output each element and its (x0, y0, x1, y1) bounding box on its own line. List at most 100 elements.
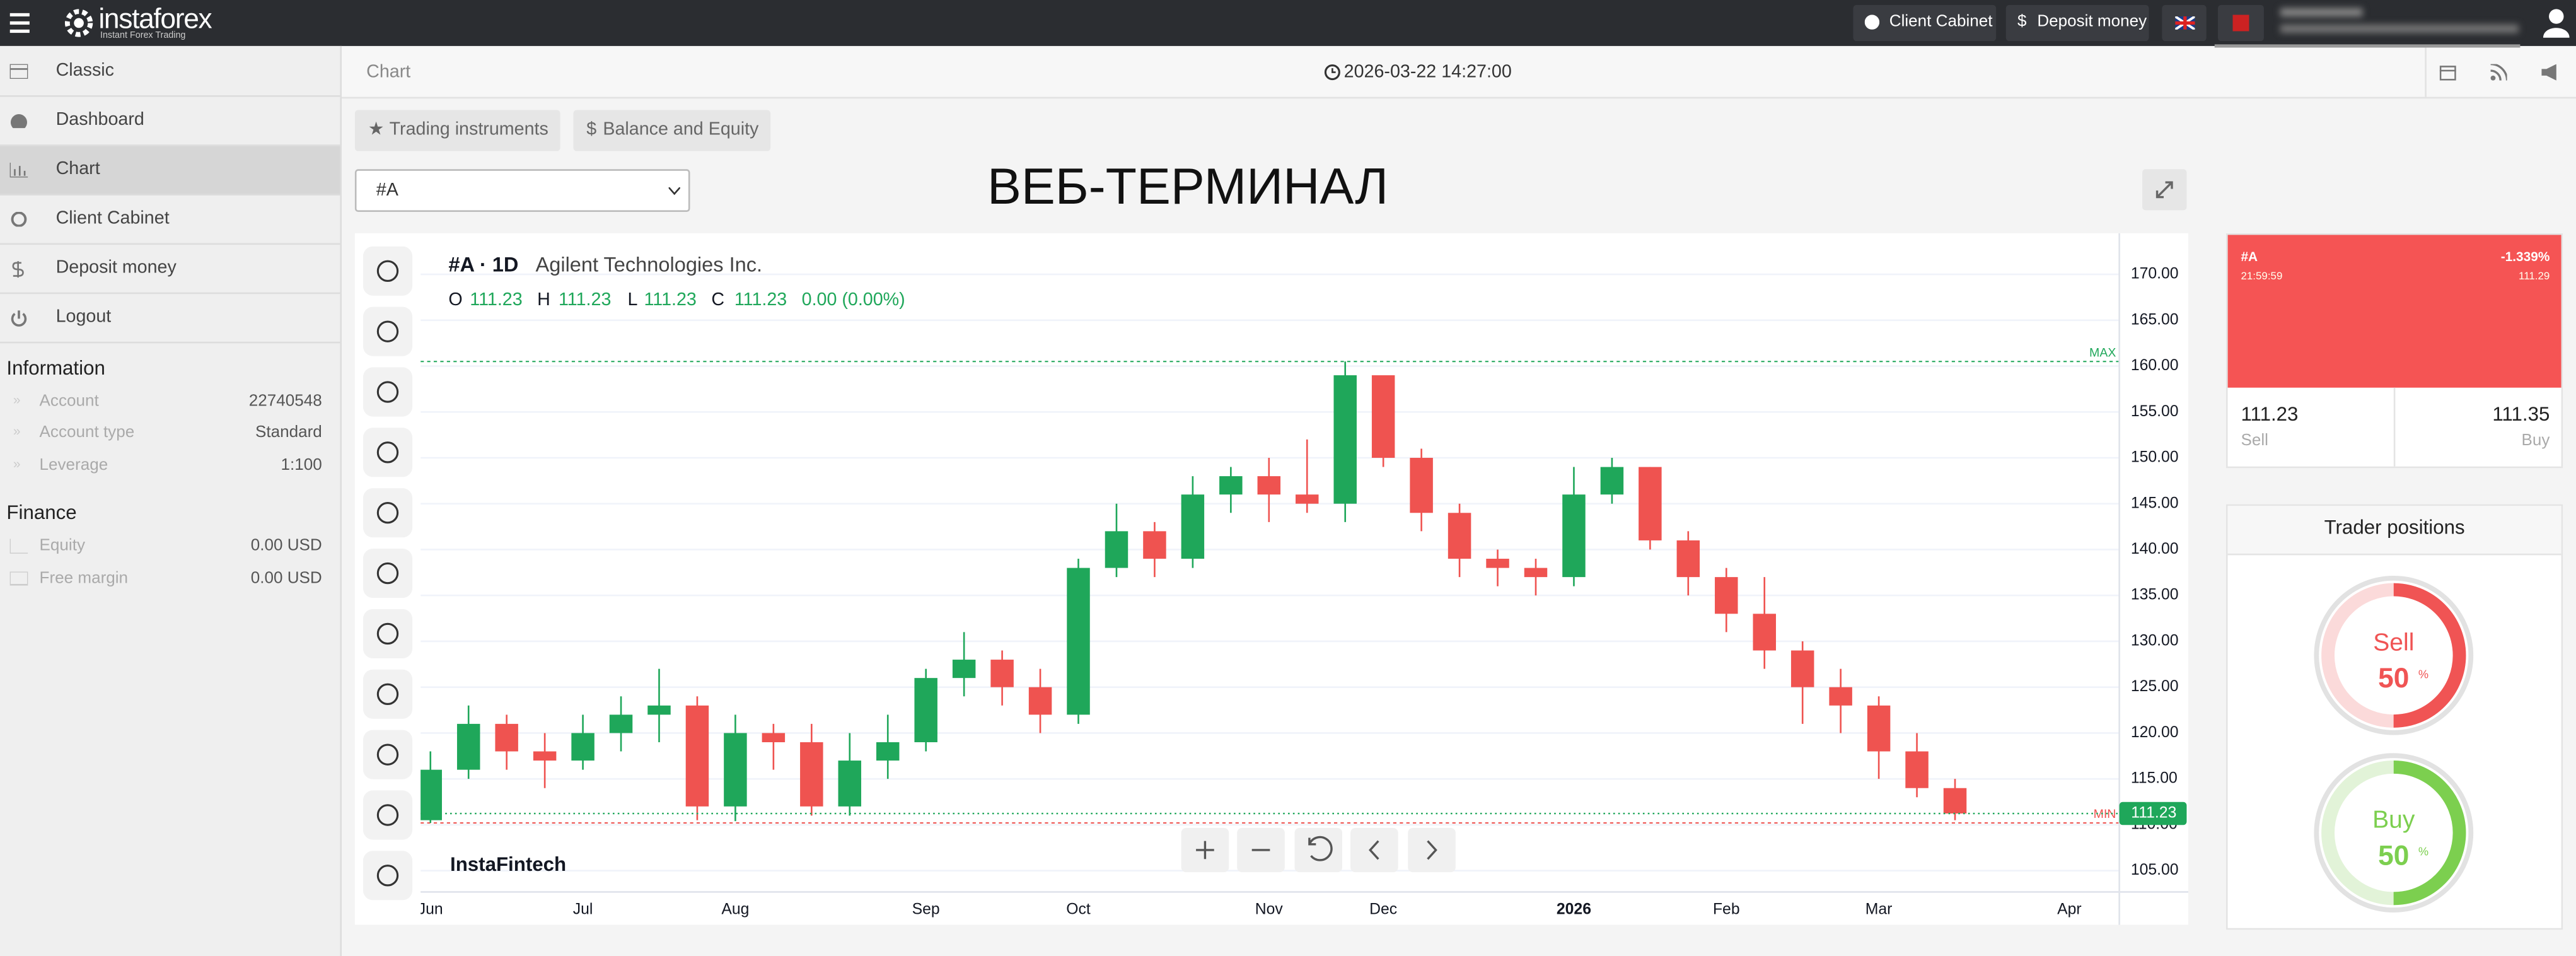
fullscreen-button[interactable] (2142, 169, 2187, 211)
buy-price: 111.35 (2492, 402, 2550, 426)
tool-button[interactable] (363, 669, 413, 719)
x-tick-label: Jun (418, 901, 443, 918)
quote-card[interactable]: #A -1.339% 21:59:59 111.29 111.23 Sell 1… (2225, 233, 2563, 469)
rss-icon[interactable] (2490, 64, 2507, 81)
tool-button[interactable] (363, 428, 413, 477)
candle-body (1371, 375, 1395, 458)
candle-body (1067, 568, 1090, 715)
calendar-icon[interactable] (2439, 64, 2456, 81)
candle-body (1181, 494, 1205, 559)
x-tick-label: Oct (1066, 901, 1091, 918)
candle-body (1715, 577, 1738, 614)
x-tick-label: Jul (573, 901, 593, 918)
y-tick-label: 130.00 (2131, 632, 2179, 649)
quote-header (2227, 235, 2561, 388)
tool-button[interactable] (363, 246, 413, 296)
tool-button[interactable] (363, 730, 413, 779)
candle-body (1905, 751, 1929, 788)
button-label: Deposit money (2037, 13, 2147, 32)
menu-item[interactable]: Classic (0, 48, 340, 97)
client-cabinet-button[interactable]: Client Cabinet (1853, 4, 1997, 42)
tool-icon (376, 441, 399, 463)
quote-change: -1.339% (2500, 249, 2550, 265)
y-tick-label: 120.00 (2131, 724, 2179, 741)
tab-label: Balance and Equity (603, 120, 759, 140)
y-tick-label: 155.00 (2131, 403, 2179, 420)
notification-button[interactable] (2217, 4, 2264, 42)
candle-body (1143, 531, 1166, 559)
gauge-label: Buy (2372, 807, 2415, 834)
finance-value: 0.00 USD (250, 537, 322, 556)
ohlc-value: 111.23 (559, 289, 611, 310)
candle-body (1790, 650, 1814, 687)
reset-button[interactable] (1294, 827, 1343, 873)
brand-sub: Instant Forex Trading (100, 31, 186, 42)
y-tick-label: 115.00 (2131, 770, 2178, 787)
chart-symbol: #A · 1D (448, 254, 518, 276)
deposit-button[interactable]: $ Deposit money (2005, 4, 2149, 42)
quote-time: 21:59:59 (2241, 271, 2283, 283)
menu-label: Client Cabinet (55, 208, 170, 229)
scroll-right-button[interactable] (1408, 827, 1456, 873)
menu-item[interactable]: Client Cabinet (0, 195, 340, 245)
announce-icon[interactable] (2541, 64, 2560, 81)
menu-toggle[interactable] (9, 11, 30, 34)
y-tick-label: 160.00 (2131, 357, 2179, 374)
clock-icon (1324, 64, 1340, 81)
tool-button[interactable] (363, 367, 413, 417)
tool-button[interactable] (363, 609, 413, 659)
info-key: Account (39, 392, 99, 411)
language-button[interactable] (2162, 4, 2207, 42)
gauge-value: 50 (2378, 840, 2409, 871)
gauge-shadow (2314, 753, 2474, 912)
menu-item[interactable]: Deposit money (0, 245, 340, 294)
candle-body (1028, 687, 1052, 715)
tool-button[interactable] (363, 549, 413, 598)
info-value: 1:100 (281, 457, 322, 475)
x-tick-label: Apr (2057, 901, 2082, 918)
ohlc-key: L (627, 289, 637, 310)
tab-label: Trading instruments (389, 120, 548, 140)
ohlc-value: 111.23 (734, 289, 787, 310)
symbol-select[interactable]: #A (354, 169, 690, 213)
tool-button[interactable] (363, 488, 413, 538)
candle-body (1219, 476, 1243, 495)
candle-body (1867, 705, 1891, 752)
header: instaforex Instant Forex Trading Client … (0, 0, 2576, 48)
candle-body (647, 705, 671, 715)
watermark: InstaFintech (450, 853, 566, 875)
y-tick-label: 150.00 (2131, 449, 2179, 466)
datetime: 2026-03-22 14:27:00 (1343, 62, 1512, 83)
candle-body (800, 742, 823, 807)
tool-icon (376, 320, 399, 342)
candle-body (1676, 540, 1700, 578)
user-icon[interactable] (2543, 8, 2570, 38)
tool-button[interactable] (363, 790, 413, 840)
menu-item[interactable]: Logout (0, 294, 340, 344)
finance-key: Free margin (39, 569, 129, 588)
tool-icon (376, 622, 399, 645)
tab[interactable]: $ Balance and Equity (573, 110, 771, 151)
menu-item[interactable]: Dashboard (0, 97, 340, 146)
menu-label: Classic (55, 61, 114, 81)
sell-label: Sell (2241, 432, 2268, 450)
candle-body (1753, 614, 1776, 651)
x-tick-label: Aug (721, 901, 749, 918)
y-tick-label: 125.00 (2131, 678, 2179, 695)
tab[interactable]: ★ Trading instruments (354, 110, 560, 151)
scroll-left-button[interactable] (1350, 827, 1398, 873)
tool-button[interactable] (363, 306, 413, 356)
menu-item[interactable]: Chart (0, 146, 340, 195)
x-tick-label: 2026 (1557, 901, 1591, 918)
candle-body (1486, 559, 1509, 568)
last-price-tag (2119, 802, 2187, 825)
candle-body (1562, 494, 1586, 578)
candle-body (838, 761, 862, 807)
y-tick-label: 105.00 (2131, 861, 2179, 878)
gauge-arc (2321, 583, 2466, 728)
buy-label: Buy (2521, 432, 2550, 450)
tool-button[interactable] (363, 851, 413, 901)
page-title: Chart (366, 62, 411, 83)
chart-subtitle: Agilent Technologies Inc. (536, 254, 763, 276)
